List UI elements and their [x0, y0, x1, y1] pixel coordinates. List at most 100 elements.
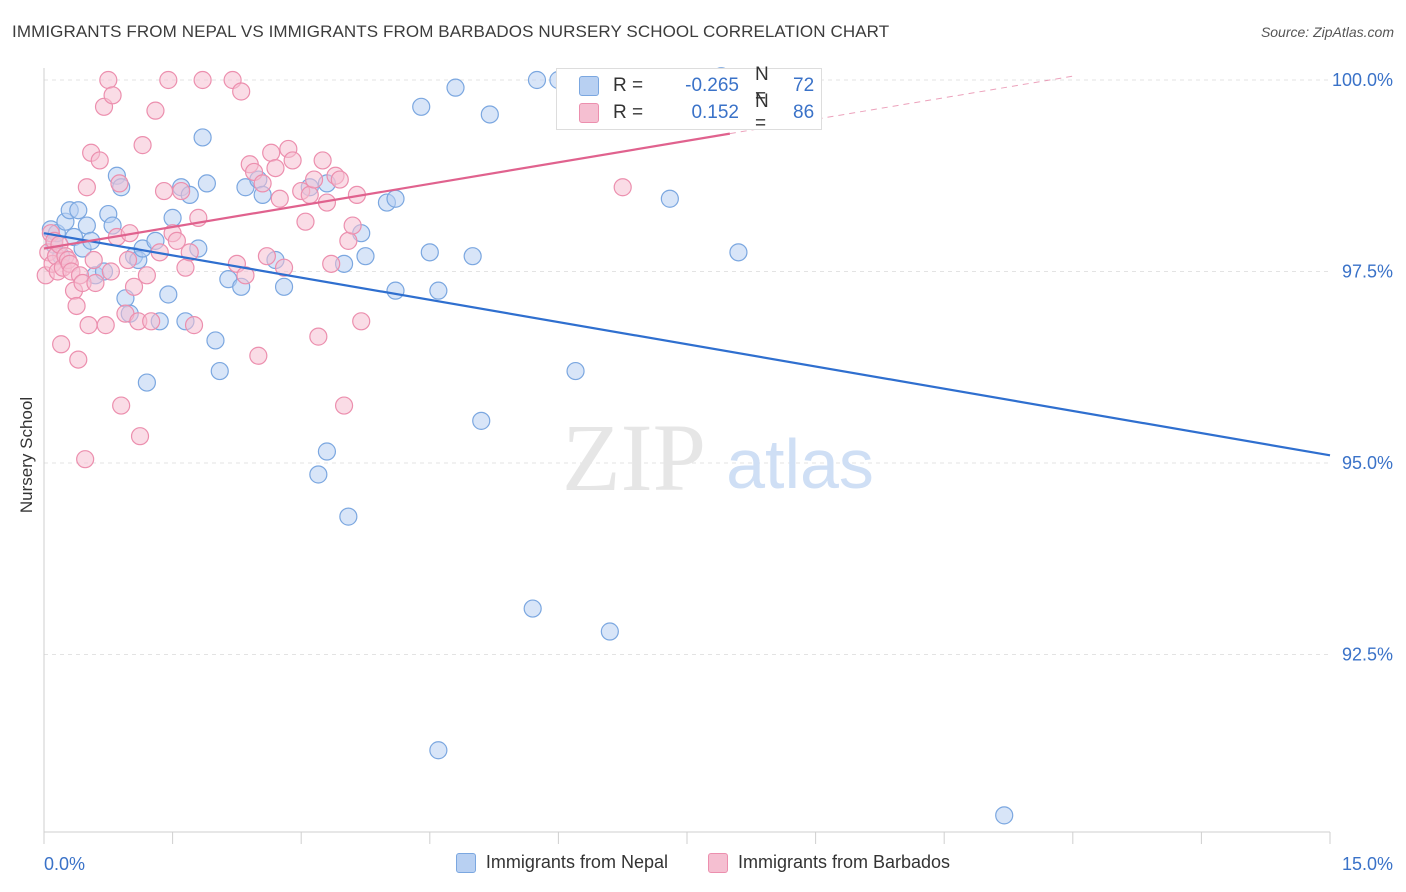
watermark-zip: ZIP: [562, 404, 706, 511]
point-barbados-41: [137, 266, 156, 285]
chart-source: Source: ZipAtlas.com: [1260, 24, 1394, 40]
point-barbados-28: [99, 70, 118, 90]
point-barbados-64: [262, 143, 281, 162]
legend-swatch-nepal: [455, 852, 476, 873]
trend-line-nepal: [43, 232, 1331, 457]
point-barbados-24: [86, 273, 105, 293]
point-nepal-67: [660, 189, 679, 208]
point-barbados-20: [77, 178, 96, 197]
point-barbados-52: [184, 316, 204, 335]
point-barbados-75: [313, 151, 332, 170]
trend-line-barbados: [43, 132, 731, 250]
point-barbados-84: [352, 312, 371, 331]
point-barbados-21: [79, 316, 98, 335]
point-nepal-58: [463, 247, 482, 266]
point-barbados-40: [133, 136, 152, 155]
point-nepal-53: [412, 97, 431, 116]
y-tick-label-3: 100.0%: [1332, 70, 1393, 90]
point-barbados-73: [304, 170, 324, 189]
point-barbados-30: [103, 86, 122, 105]
point-nepal-33: [206, 331, 225, 350]
x-tick-label-left: 0.0%: [44, 854, 85, 874]
point-barbados-25: [90, 151, 109, 170]
point-barbados-81: [339, 231, 358, 250]
point-nepal-57: [446, 78, 465, 97]
point-nepal-69: [729, 243, 748, 262]
nepal-n-value: 72: [793, 75, 815, 96]
series-legend: Immigrants from Nepal Immigrants from Ba…: [0, 852, 1406, 873]
legend-item-nepal[interactable]: Immigrants from Nepal: [455, 852, 668, 873]
y-tick-labels: 92.5% 95.0% 97.5% 100.0%: [1332, 70, 1393, 665]
point-nepal-34: [210, 361, 229, 381]
point-barbados-49: [172, 181, 191, 201]
y-tick-label-0: 92.5%: [1342, 645, 1393, 665]
point-barbados-19: [76, 450, 95, 469]
point-barbados-27: [96, 316, 115, 335]
point-barbados-16: [69, 350, 88, 369]
point-nepal-64: [566, 361, 585, 381]
point-barbados-54: [193, 70, 212, 90]
barbados-n-label: N =: [755, 91, 769, 134]
point-barbados-50: [176, 258, 195, 277]
grid-lines: [44, 79, 1330, 655]
legend-label-nepal: Immigrants from Nepal: [485, 852, 668, 872]
point-nepal-7: [69, 201, 88, 220]
point-barbados-85: [613, 178, 632, 197]
barbados-swatch: [579, 103, 599, 123]
point-barbados-32: [110, 174, 129, 193]
chart-title: IMMIGRANTS FROM NEPAL VS IMMIGRANTS FROM…: [12, 22, 890, 41]
axes: [43, 68, 1331, 844]
nepal-r-value: -0.265: [685, 75, 739, 96]
point-nepal-25: [159, 285, 178, 304]
y-axis-title: Nursery School: [17, 397, 36, 513]
legend-swatch-barbados: [707, 852, 728, 873]
point-barbados-48: [167, 231, 186, 250]
point-nepal-22: [137, 373, 156, 392]
nepal-n-label: N =: [755, 64, 769, 107]
point-nepal-26: [163, 208, 182, 227]
point-nepal-55: [429, 741, 448, 760]
point-nepal-31: [193, 128, 212, 147]
point-barbados-23: [84, 250, 103, 270]
point-nepal-43: [309, 465, 328, 484]
point-barbados-82: [343, 216, 362, 235]
point-barbados-46: [159, 70, 178, 90]
point-nepal-60: [480, 105, 499, 124]
barbados-r-value: 0.152: [691, 102, 739, 123]
data-points: [36, 67, 1014, 825]
point-nepal-49: [356, 247, 375, 266]
y-tick-label-2: 97.5%: [1342, 262, 1393, 282]
point-nepal-56: [429, 281, 448, 300]
point-barbados-69: [283, 151, 302, 170]
point-nepal-54: [420, 243, 439, 262]
point-nepal-59: [472, 411, 491, 430]
point-barbados-8: [52, 335, 71, 354]
legend-item-barbados[interactable]: Immigrants from Barbados: [707, 852, 950, 873]
point-barbados-43: [146, 101, 165, 120]
point-barbados-74: [309, 327, 328, 346]
point-nepal-65: [600, 622, 619, 641]
watermark-atlas: atlas: [726, 425, 874, 503]
point-nepal-9: [77, 216, 96, 235]
point-barbados-57: [232, 82, 251, 101]
point-barbados-35: [118, 250, 138, 270]
point-nepal-44: [317, 442, 337, 461]
watermark: ZIP atlas: [562, 404, 874, 511]
point-nepal-47: [339, 507, 358, 526]
point-barbados-65: [266, 158, 285, 178]
point-barbados-39: [130, 427, 150, 446]
nepal-r-label: R =: [613, 75, 644, 96]
point-barbados-42: [142, 312, 161, 331]
point-nepal-32: [197, 174, 216, 193]
point-barbados-77: [322, 254, 341, 273]
trend-lines: [43, 75, 1331, 457]
point-nepal-52: [386, 189, 405, 208]
nepal-swatch: [579, 76, 599, 96]
point-barbados-45: [154, 181, 174, 201]
point-nepal-51: [386, 281, 405, 300]
point-nepal-41: [274, 277, 294, 296]
point-barbados-63: [257, 247, 277, 266]
point-nepal-71: [995, 806, 1014, 825]
point-barbados-33: [112, 396, 131, 415]
